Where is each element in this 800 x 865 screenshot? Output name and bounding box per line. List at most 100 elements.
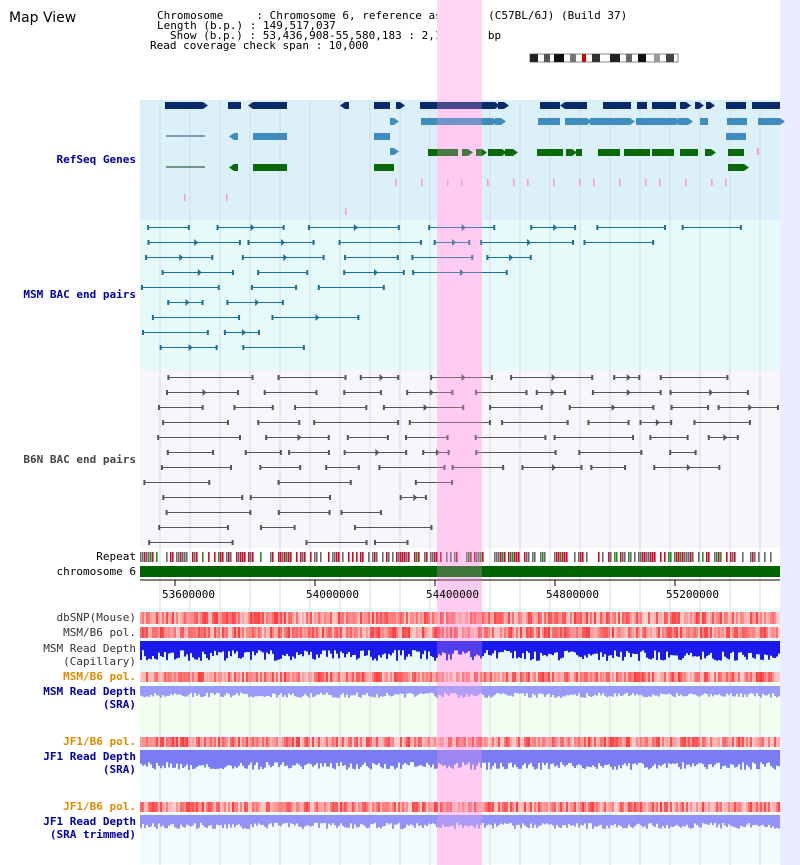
- read-depth-bar: [618, 686, 620, 694]
- polymorphism-cell: [546, 737, 548, 747]
- read-depth-bar: [664, 815, 666, 829]
- polymorphism-cell: [434, 672, 436, 682]
- b6n-bac-label[interactable]: B6N BAC end pairs: [23, 453, 136, 466]
- polymorphism-cell: [566, 672, 568, 682]
- read-depth-bar: [722, 815, 724, 823]
- read-depth-bar: [184, 686, 186, 697]
- gene-feature: [678, 118, 688, 125]
- read-depth-bar: [428, 815, 430, 824]
- polymorphism-cell: [484, 672, 486, 682]
- repeat-mark: [282, 552, 284, 562]
- gene-tick: [579, 179, 581, 186]
- repeat-label: Repeat: [96, 550, 136, 563]
- polymorphism-cell: [420, 737, 422, 747]
- polymorphism-cell: [216, 627, 218, 638]
- polymorphism-cell: [306, 737, 308, 747]
- read-depth-bar: [622, 686, 624, 696]
- polymorphism-cell: [638, 737, 640, 747]
- polymorphism-cell: [192, 627, 194, 638]
- polymorphism-cell: [158, 737, 160, 747]
- read-depth-bar: [664, 686, 666, 695]
- polymorphism-cell: [248, 672, 250, 682]
- read-depth-bar: [208, 641, 210, 660]
- read-depth-bar: [628, 686, 630, 697]
- polymorphism-cell: [472, 612, 474, 624]
- gene-feature: [234, 133, 238, 140]
- bac-end: [525, 390, 528, 395]
- read-depth-bar: [578, 750, 580, 765]
- polymorphism-cell: [196, 802, 198, 812]
- polymorphism-cell: [734, 737, 736, 747]
- read-depth-bar: [374, 750, 376, 765]
- polymorphism-cell: [716, 737, 718, 747]
- read-depth-bar: [222, 815, 224, 829]
- polymorphism-cell: [166, 627, 168, 638]
- read-depth-bar: [602, 686, 604, 694]
- polymorphism-cell: [286, 612, 288, 624]
- read-depth-bar: [596, 815, 598, 827]
- polymorphism-cell: [188, 612, 190, 624]
- polymorphism-cell: [446, 612, 448, 624]
- bac-end: [707, 405, 710, 410]
- read-depth-bar: [384, 686, 386, 697]
- read-depth-bar: [510, 750, 512, 763]
- polymorphism-cell: [334, 627, 336, 638]
- polymorphism-cell: [596, 612, 598, 624]
- polymorphism-cell: [190, 672, 192, 682]
- bac-end: [583, 240, 586, 245]
- repeat-mark: [186, 552, 188, 562]
- polymorphism-cell: [518, 737, 520, 747]
- polymorphism-cell: [252, 802, 254, 812]
- polymorphism-cell: [548, 672, 550, 682]
- polymorphism-cell: [498, 802, 500, 812]
- polymorphism-cell: [366, 737, 368, 747]
- read-depth-bar: [542, 750, 544, 763]
- polymorphism-cell: [376, 737, 378, 747]
- polymorphism-cell: [564, 627, 566, 638]
- polymorphism-cell: [172, 627, 174, 638]
- read-depth-bar: [664, 641, 666, 660]
- read-depth-bar: [270, 750, 272, 768]
- polymorphism-cell: [410, 627, 412, 638]
- read-depth-bar: [346, 815, 348, 828]
- polymorphism-cell: [342, 802, 344, 812]
- repeat-mark: [610, 552, 612, 562]
- gene-arrow: [502, 149, 507, 156]
- repeat-mark: [374, 552, 376, 562]
- repeat-mark: [436, 552, 438, 562]
- polymorphism-cell: [290, 627, 292, 638]
- polymorphism-cell: [496, 802, 498, 812]
- polymorphism-cell: [224, 627, 226, 638]
- read-depth-bar: [344, 641, 346, 658]
- read-depth-bar: [676, 686, 678, 694]
- polymorphism-cell: [428, 672, 430, 682]
- read-depth-bar: [568, 686, 570, 696]
- polymorphism-cell: [590, 672, 592, 682]
- read-depth-bar: [338, 750, 340, 767]
- polymorphism-cell: [534, 672, 536, 682]
- polymorphism-cell: [744, 612, 746, 624]
- repeat-mark: [404, 552, 406, 562]
- gene-arrow: [711, 149, 716, 156]
- read-depth-bar: [418, 686, 420, 695]
- msm-bac-label[interactable]: MSM BAC end pairs: [23, 288, 136, 301]
- repeat-mark: [706, 552, 708, 562]
- polymorphism-cell: [534, 612, 536, 624]
- polymorphism-cell: [486, 672, 488, 682]
- polymorphism-cell: [490, 802, 492, 812]
- read-depth-bar: [296, 750, 298, 764]
- ideogram-band: [592, 54, 600, 62]
- polymorphism-cell: [336, 627, 338, 638]
- bac-end-marker: [527, 239, 532, 246]
- polymorphism-cell: [692, 737, 694, 747]
- read-depth-bar: [454, 641, 456, 651]
- polymorphism-cell: [432, 737, 434, 747]
- refseq-genes-label[interactable]: RefSeq Genes: [56, 153, 136, 166]
- read-depth-bar: [602, 641, 604, 657]
- polymorphism-cell: [716, 802, 718, 812]
- polymorphism-cell: [472, 672, 474, 682]
- read-depth-bar: [444, 641, 446, 654]
- read-depth-bar: [728, 750, 730, 768]
- polymorphism-cell: [358, 802, 360, 812]
